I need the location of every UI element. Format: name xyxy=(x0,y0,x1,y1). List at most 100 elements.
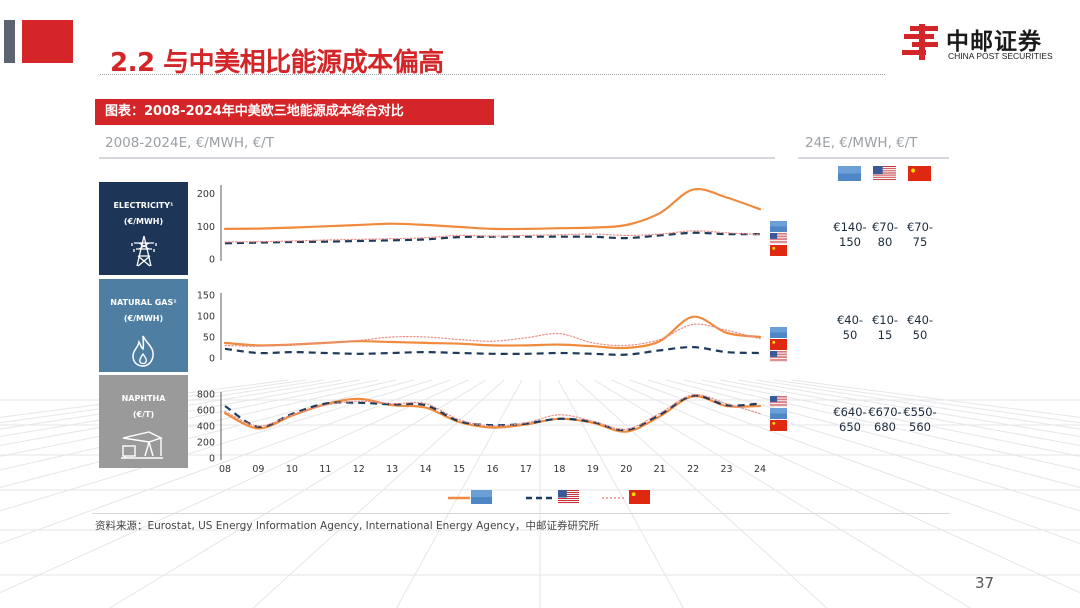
corner-accent-red xyxy=(22,20,73,63)
end-flag-naphtha-2 xyxy=(770,416,787,435)
x-tick: 17 xyxy=(520,464,532,472)
panel-naphtha-unit: (€/T) xyxy=(132,409,155,419)
eu-flag-icon xyxy=(838,166,861,181)
logo-english-name: CHINA POST SECURITIES xyxy=(948,51,1053,61)
panel-gas-title: NATURAL GAS¹ xyxy=(110,298,177,307)
us-flag-icon xyxy=(873,166,896,181)
oil-pump-icon xyxy=(121,431,163,459)
china-flag-icon xyxy=(629,490,650,504)
x-tick: 19 xyxy=(587,464,599,472)
end-flag-electricity-0 xyxy=(770,217,787,236)
range-electricity-eu: €140-150 xyxy=(833,220,867,249)
series-electricity-us xyxy=(224,231,761,245)
us-flag-icon xyxy=(558,490,579,504)
end-flag-electricity-1 xyxy=(770,229,787,248)
header-flag-eu xyxy=(838,166,861,185)
eu-flag-icon xyxy=(770,221,787,232)
legend-eu-flag-icon xyxy=(471,490,492,504)
x-tick: 23 xyxy=(721,464,733,472)
eu-flag-icon xyxy=(471,490,492,504)
y-tick-naphtha: 200 xyxy=(197,438,215,449)
x-tick: 24 xyxy=(754,464,766,472)
end-flag-naphtha-1 xyxy=(770,404,787,423)
china-flag-icon xyxy=(770,245,787,256)
panel-electricity-label-box: ELECTRICITY¹ (€/MWH) xyxy=(99,182,188,275)
range-electricity-cn: €70-75 xyxy=(906,220,934,249)
end-flag-gas-2 xyxy=(770,347,787,366)
x-tick: 09 xyxy=(252,464,264,472)
series-gas-us xyxy=(224,345,761,356)
y-tick-naphtha: 400 xyxy=(197,422,215,433)
x-tick: 13 xyxy=(386,464,398,472)
china-post-emblem-icon xyxy=(902,24,938,60)
end-flag-electricity-2 xyxy=(770,241,787,260)
header-flag-cn xyxy=(908,166,931,185)
eu-flag-icon xyxy=(770,408,787,419)
series-electricity-cn xyxy=(224,230,761,243)
y-tick-gas: 150 xyxy=(197,291,215,302)
company-logo: 中邮证券 CHINA POST SECURITIES xyxy=(900,20,1070,66)
x-tick: 16 xyxy=(486,464,498,472)
header-flag-us xyxy=(873,166,896,185)
panel-naphtha-label-box: NAPHTHA (€/T) xyxy=(99,375,188,468)
y-tick-naphtha: 600 xyxy=(197,406,215,417)
legend-cn-flag-icon xyxy=(629,490,650,504)
range-naphtha-eu: €640-650 xyxy=(833,405,867,434)
us-flag-icon xyxy=(770,396,787,407)
power-tower-icon xyxy=(131,235,157,267)
left-subtitle-rule xyxy=(99,157,775,159)
x-tick: 12 xyxy=(353,464,365,472)
legend-us-flag-icon xyxy=(558,490,579,504)
x-tick: 11 xyxy=(319,464,331,472)
range-gas-cn: €40-50 xyxy=(906,313,934,342)
left-subtitle: 2008-2024E, €/MWH, €/T xyxy=(105,135,274,151)
x-tick: 15 xyxy=(453,464,465,472)
end-flag-naphtha-0 xyxy=(770,392,787,411)
range-naphtha-us: €670-680 xyxy=(868,405,902,434)
x-tick: 20 xyxy=(620,464,632,472)
range-gas-us: €10-15 xyxy=(871,313,899,342)
charts-area: 0 100 200 0 50 100 150 0 200 400 600 800 08 09 10 11 12… xyxy=(197,185,766,472)
x-tick: 22 xyxy=(687,464,699,472)
source-note: 资料来源：Eurostat, US Energy Information Age… xyxy=(95,520,600,532)
x-tick: 14 xyxy=(420,464,432,472)
legend xyxy=(448,490,650,504)
range-gas-eu: €40-50 xyxy=(836,313,864,342)
source-divider xyxy=(92,513,950,514)
series-electricity-eu xyxy=(223,187,762,231)
right-subtitle: 24E, €/MWH, €/T xyxy=(805,135,918,151)
y-tick-electricity: 0 xyxy=(209,255,215,266)
us-flag-icon xyxy=(770,233,787,244)
page-number: 37 xyxy=(975,574,995,592)
end-flag-gas-0 xyxy=(770,323,787,342)
y-tick-electricity: 200 xyxy=(197,189,215,200)
y-tick-gas: 50 xyxy=(203,333,215,344)
y-tick-naphtha: 0 xyxy=(209,454,215,465)
china-flag-icon xyxy=(908,166,931,181)
panel-naphtha-title: NAPHTHA xyxy=(121,394,166,403)
x-tick: 21 xyxy=(654,464,666,472)
panel-gas-label-box: NATURAL GAS¹ (€/MWH) xyxy=(99,279,188,372)
y-tick-gas: 100 xyxy=(197,312,215,323)
series-naphtha-us xyxy=(224,394,761,432)
title-divider xyxy=(100,74,885,75)
panel-electricity-title: ELECTRICITY¹ xyxy=(113,201,174,210)
panel-electricity-unit: (€/MWH) xyxy=(123,216,164,226)
page-title: 2.2 与中美相比能源成本偏高 xyxy=(110,48,444,78)
series-gas-cn xyxy=(224,323,761,347)
y-tick-naphtha: 800 xyxy=(197,390,215,401)
series-naphtha-eu xyxy=(223,395,762,433)
y-tick-electricity: 100 xyxy=(197,222,215,233)
us-flag-icon xyxy=(770,351,787,362)
x-tick: 10 xyxy=(286,464,298,472)
range-electricity-us: €70-80 xyxy=(871,220,899,249)
right-subtitle-rule xyxy=(798,157,949,159)
range-naphtha-cn: €550-560 xyxy=(903,405,937,434)
flame-icon xyxy=(132,335,154,367)
eu-flag-icon xyxy=(770,327,787,338)
panel-gas-unit: (€/MWH) xyxy=(123,313,164,323)
china-flag-icon xyxy=(770,420,787,431)
china-flag-icon xyxy=(770,339,787,350)
x-tick: 08 xyxy=(219,464,231,472)
y-tick-gas: 0 xyxy=(209,354,215,365)
